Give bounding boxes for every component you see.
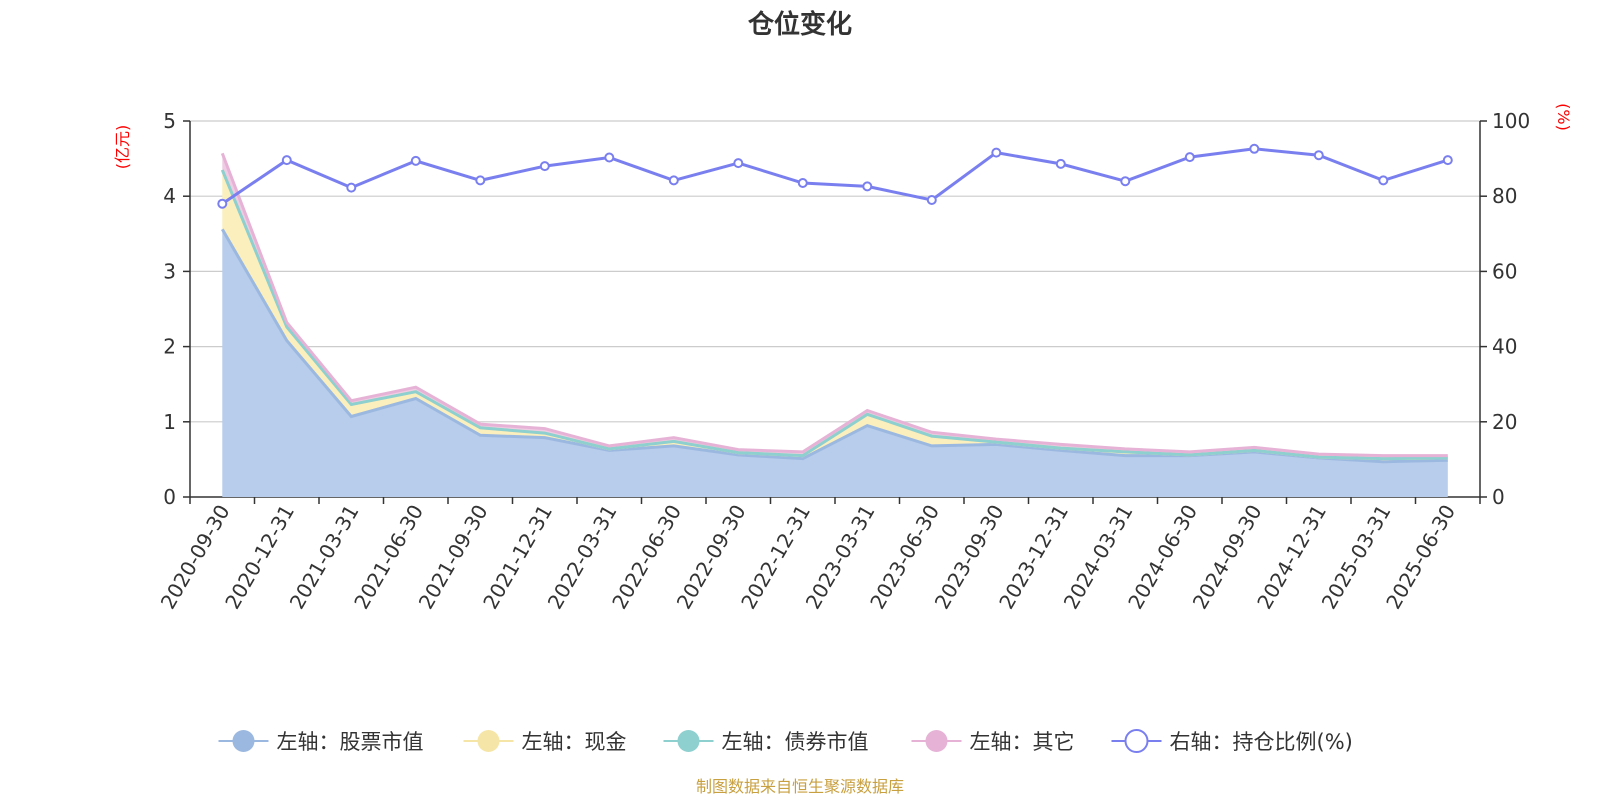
- legend-item[interactable]: 右轴：持仓比例(%): [1111, 729, 1353, 754]
- legend-circle-icon: [232, 730, 255, 752]
- source-note: 制图数据来自恒生聚源数据库: [696, 777, 904, 796]
- left-tick-label: 2: [163, 335, 176, 359]
- right-tick-label: 80: [1492, 184, 1517, 208]
- ratio-point: [926, 195, 937, 205]
- ratio-point: [1184, 152, 1195, 163]
- right-axis-unit: (%): [1554, 103, 1573, 131]
- legend-label: 左轴：其它: [970, 730, 1075, 754]
- ratio-point: [1442, 155, 1453, 166]
- line-series: [217, 143, 1453, 209]
- x-tick-label: 2025-06-30: [1381, 501, 1460, 614]
- left-tick-label: 3: [163, 259, 176, 283]
- ratio-point: [217, 198, 228, 209]
- legend-item[interactable]: 左轴：其它: [911, 730, 1075, 754]
- ratio-point: [539, 161, 550, 172]
- area-line: [220, 169, 1448, 461]
- area-series: [220, 152, 1448, 498]
- ratio-point: [604, 152, 615, 163]
- legend-circle-icon: [925, 730, 948, 752]
- right-tick-label: 60: [1492, 259, 1517, 283]
- left-tick-label: 5: [163, 109, 176, 133]
- right-tick-label: 40: [1492, 335, 1517, 359]
- ratio-point: [668, 175, 679, 186]
- ratio-point: [410, 155, 421, 166]
- ratio-point: [1055, 158, 1066, 169]
- legend[interactable]: 左轴：股票市值 左轴：现金 左轴：债券市值 左轴：其它 右轴：持仓比例(%): [218, 729, 1353, 754]
- legend-label: 左轴：现金: [522, 730, 627, 754]
- right-tick-label: 20: [1492, 410, 1517, 434]
- left-tick-label: 0: [163, 485, 176, 509]
- legend-circle-icon: [477, 730, 500, 752]
- ratio-point: [991, 147, 1002, 158]
- ratio-point: [1120, 176, 1131, 187]
- legend-circle-icon: [1124, 729, 1149, 753]
- ratio-point: [281, 155, 292, 166]
- left-tick-label: 4: [163, 184, 176, 208]
- left-axis-unit: (亿元): [113, 125, 132, 170]
- area-fill: [222, 229, 1448, 498]
- ratio-point: [797, 178, 808, 188]
- legend-label: 左轴：股票市值: [277, 730, 424, 754]
- legend-item[interactable]: 左轴：债券市值: [663, 730, 869, 754]
- left-tick-label: 1: [163, 410, 176, 434]
- ratio-point: [862, 181, 873, 192]
- legend-label: 左轴：债券市值: [722, 730, 869, 754]
- legend-label: 右轴：持仓比例(%): [1170, 730, 1353, 754]
- ratio-point: [475, 175, 486, 186]
- ratio-point: [1378, 175, 1389, 186]
- ratio-line: [221, 147, 1449, 205]
- legend-item[interactable]: 左轴：股票市值: [218, 730, 424, 754]
- area-line: [220, 152, 1448, 458]
- ratio-point: [733, 158, 744, 169]
- legend-circle-icon: [677, 730, 700, 752]
- right-tick-label: 100: [1492, 109, 1530, 133]
- ratio-point: [1249, 143, 1260, 154]
- ratio-point: [346, 182, 357, 193]
- legend-item[interactable]: 左轴：现金: [463, 730, 627, 754]
- right-tick-label: 0: [1492, 485, 1505, 509]
- chart-title: 仓位变化: [747, 9, 852, 40]
- ratio-point: [1313, 150, 1324, 161]
